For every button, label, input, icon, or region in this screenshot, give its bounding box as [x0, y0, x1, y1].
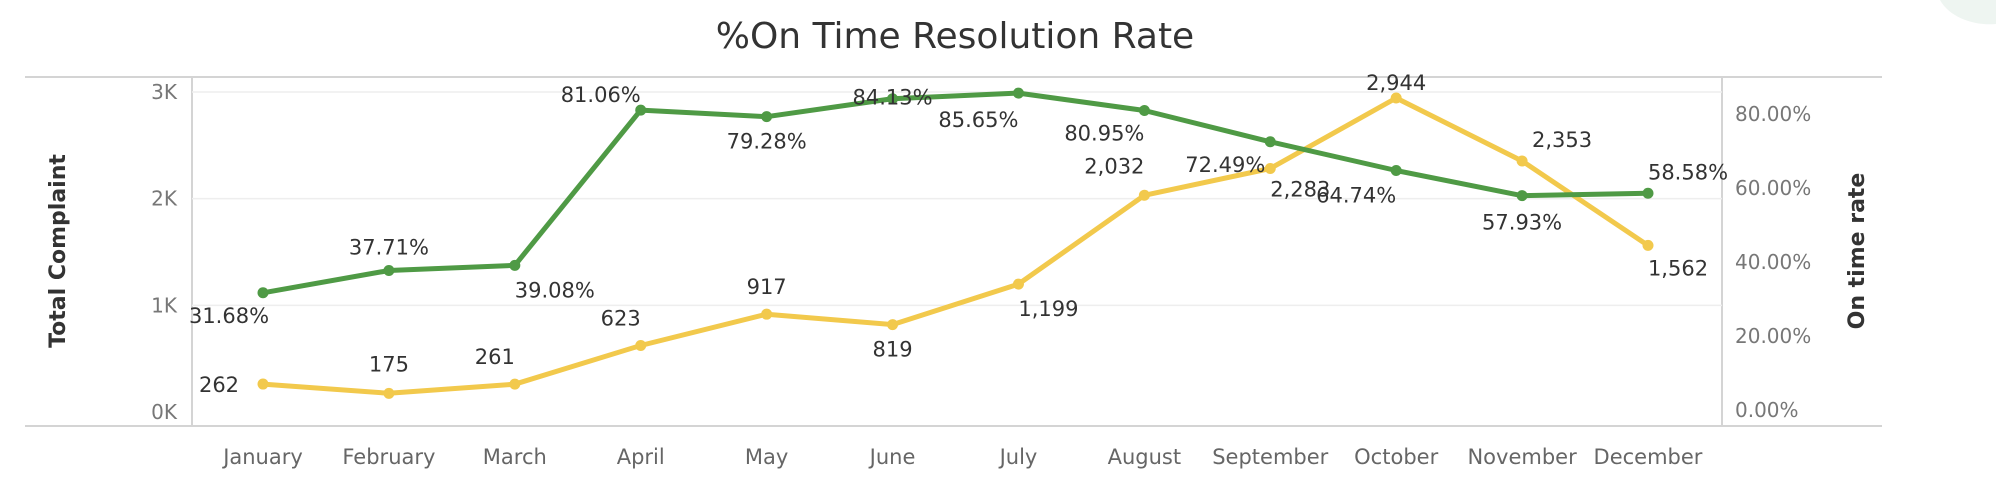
- y-axis-title: Total Complaint: [46, 154, 71, 348]
- x-tick-label: November: [1467, 445, 1577, 469]
- x-tick-label: July: [998, 445, 1038, 469]
- y2-axis-title: On time rate: [1845, 173, 1870, 330]
- data-label-right: 57.93%: [1482, 211, 1562, 235]
- x-tick-label: April: [617, 445, 665, 469]
- x-tick-label: February: [342, 445, 435, 469]
- data-point-left: [761, 308, 773, 320]
- data-point-left: [1390, 92, 1402, 104]
- x-axis-ticks: January February March April May June July Augu…: [221, 445, 1703, 469]
- data-point-right: [1390, 164, 1402, 176]
- data-point-right: [383, 264, 395, 276]
- data-label-left: 261: [475, 345, 515, 369]
- data-point-right: [509, 259, 521, 271]
- y2-tick-label: 20.00%: [1735, 324, 1811, 348]
- x-tick-label: August: [1108, 445, 1182, 469]
- data-label-right: 64.74%: [1316, 183, 1396, 207]
- data-label-left: 2,353: [1532, 128, 1592, 152]
- data-label-left: 2,283: [1270, 177, 1330, 201]
- data-point-right: [1516, 190, 1528, 202]
- data-point-right: [761, 111, 773, 123]
- data-point-left: [257, 378, 269, 390]
- x-tick-label: December: [1594, 445, 1703, 469]
- data-point-right: [1264, 136, 1276, 148]
- data-point-left: [1012, 278, 1024, 290]
- data-point-left: [1138, 189, 1150, 201]
- y2-tick-label: 0.00%: [1735, 398, 1799, 422]
- data-point-right: [1138, 104, 1150, 116]
- data-point-right: [1642, 187, 1654, 199]
- y-axis-ticks: 0K 1K 2K 3K: [151, 80, 178, 424]
- data-label-right: 81.06%: [561, 83, 641, 107]
- data-label-left: 175: [369, 352, 409, 376]
- x-tick-label: October: [1354, 445, 1438, 469]
- x-tick-label: June: [868, 445, 916, 469]
- data-point-left: [1516, 155, 1528, 167]
- data-point-left: [383, 387, 395, 399]
- data-point-left: [1642, 239, 1654, 251]
- data-label-left: 1,199: [1018, 297, 1078, 321]
- data-point-left: [887, 319, 899, 331]
- data-label-left: 917: [747, 275, 787, 299]
- y-tick-label: 0K: [151, 400, 178, 424]
- data-label-left: 1,562: [1648, 256, 1708, 280]
- series-line-right: [260, 90, 1651, 296]
- series-layer: 262 175 261 623 917 819 1,199 2,032 2,283 2,944 2,…: [189, 71, 1728, 399]
- data-label-left: 2,944: [1366, 71, 1426, 95]
- x-tick-label: March: [483, 445, 547, 469]
- x-tick-label: September: [1212, 445, 1328, 469]
- data-label-right: 58.58%: [1648, 160, 1728, 184]
- data-point-right: [257, 287, 269, 299]
- y2-axis-ticks: 0.00% 20.00% 40.00% 60.00% 80.00%: [1735, 102, 1811, 422]
- y-tick-label: 3K: [151, 80, 178, 104]
- data-label-left: 2,032: [1084, 154, 1144, 178]
- corner-decoration: [1940, 0, 1996, 25]
- data-label-right: 31.68%: [189, 304, 269, 328]
- data-point-right: [1012, 87, 1024, 99]
- chart-title: %On Time Resolution Rate: [716, 16, 1194, 57]
- data-label-right: 39.08%: [515, 278, 595, 302]
- x-tick-label: January: [221, 445, 303, 469]
- data-label-left: 262: [199, 373, 239, 397]
- data-point-left: [509, 378, 521, 390]
- data-label-right: 85.65%: [938, 108, 1018, 132]
- y2-tick-label: 60.00%: [1735, 176, 1811, 200]
- data-point-right: [887, 93, 899, 105]
- data-point-left: [1264, 162, 1276, 174]
- data-label-right: 37.71%: [349, 235, 429, 259]
- data-label-right: 84.13%: [853, 86, 933, 110]
- data-label-right: 80.95%: [1064, 121, 1144, 145]
- series-line-left: [260, 95, 1651, 396]
- y2-tick-label: 40.00%: [1735, 250, 1811, 274]
- data-label-right: 79.28%: [727, 130, 807, 154]
- y-tick-label: 2K: [151, 187, 178, 211]
- data-label-left: 623: [601, 307, 641, 331]
- data-label-right: 72.49%: [1185, 153, 1265, 177]
- data-point-left: [635, 340, 647, 352]
- data-point-right: [635, 104, 647, 116]
- y2-tick-label: 80.00%: [1735, 102, 1811, 126]
- data-label-left: 819: [872, 338, 912, 362]
- x-tick-label: May: [745, 445, 788, 469]
- y-tick-label: 1K: [151, 293, 178, 317]
